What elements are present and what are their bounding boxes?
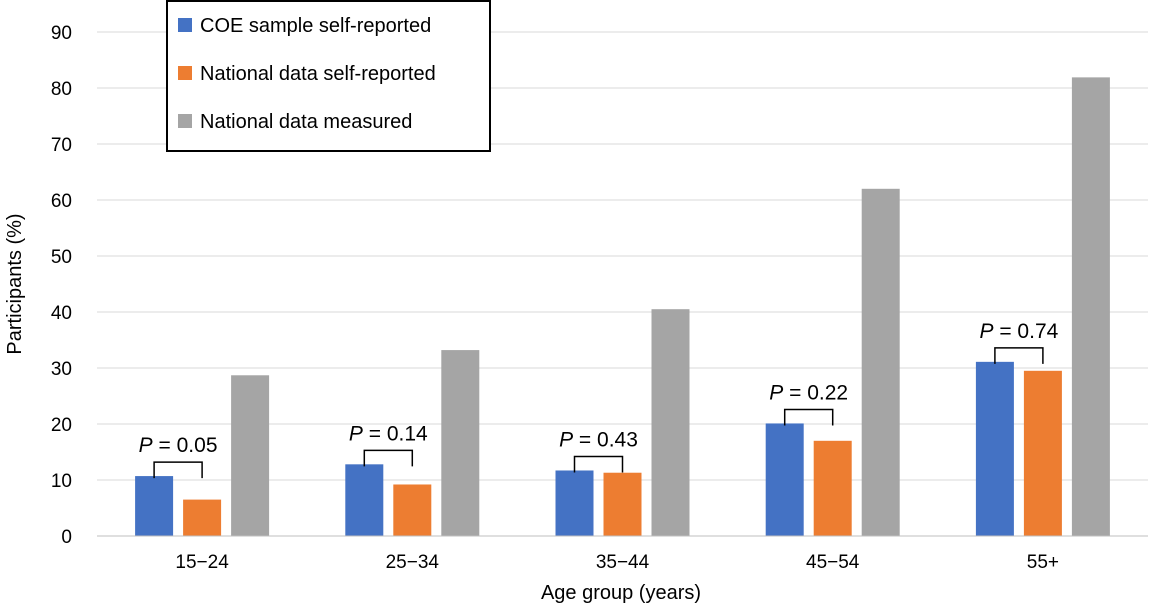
p-value-label: P = 0.05	[139, 434, 218, 457]
bar	[555, 470, 594, 536]
y-tick-label: 30	[51, 359, 72, 380]
y-axis-title: Participants (%)	[4, 213, 26, 354]
y-tick-label: 0	[61, 527, 72, 548]
legend-label: National data measured	[200, 111, 412, 133]
legend-swatch	[178, 114, 192, 128]
legend-box	[166, 0, 491, 152]
p-value-label: P = 0.22	[769, 381, 848, 404]
y-axis-ticks: 0 10 20 30 40 50 60 70 80 90	[51, 23, 72, 548]
legend-label: COE sample self-reported	[200, 15, 431, 37]
y-tick-label: 70	[51, 135, 72, 156]
bar	[1071, 77, 1110, 537]
p-value-bracket	[994, 347, 1044, 364]
y-tick-label: 50	[51, 247, 72, 268]
y-tick-label: 20	[51, 415, 72, 436]
bar	[651, 309, 690, 536]
y-tick-label: 90	[51, 23, 72, 44]
bar	[765, 423, 804, 536]
y-tick-label: 10	[51, 471, 72, 492]
p-value-label: P = 0.74	[979, 320, 1058, 343]
legend-swatch	[178, 66, 192, 80]
p-value-bracket	[153, 461, 203, 479]
bar	[231, 375, 270, 536]
bar	[183, 499, 222, 536]
x-tick-label: 35−44	[596, 552, 650, 573]
bars	[135, 77, 1110, 537]
x-tick-label: 45−54	[806, 552, 860, 573]
p-value-bracket	[363, 449, 414, 467]
bar	[441, 350, 480, 536]
p-value-label: P = 0.14	[349, 422, 428, 445]
p-value-label: P = 0.43	[559, 428, 638, 451]
y-tick-label: 80	[51, 79, 72, 100]
x-tick-label: 15−24	[175, 552, 229, 573]
bar	[393, 484, 432, 536]
bar	[603, 472, 642, 536]
legend-label: National data self-reported	[200, 63, 436, 85]
bar	[1023, 370, 1062, 536]
bar	[861, 188, 900, 537]
y-tick-label: 60	[51, 191, 72, 212]
bar	[813, 440, 852, 536]
x-tick-label: 25−34	[386, 552, 440, 573]
x-tick-label: 55+	[1027, 552, 1059, 573]
p-value-annotations: P = 0.05 P = 0.14 P = 0.43 P = 0.22 P = 0.74	[139, 320, 1059, 479]
bar	[975, 361, 1014, 536]
p-value-bracket	[573, 455, 624, 473]
bar	[135, 476, 174, 536]
x-axis-title: Age group (years)	[541, 582, 701, 604]
legend-swatch	[178, 18, 192, 32]
p-value-bracket	[783, 408, 834, 426]
bar	[345, 464, 384, 536]
legend: COE sample self-reported National data se…	[166, 0, 491, 152]
x-axis-ticks: 15−24 25−34 35−44 45−54 55+	[175, 552, 1059, 573]
y-tick-label: 40	[51, 303, 72, 324]
